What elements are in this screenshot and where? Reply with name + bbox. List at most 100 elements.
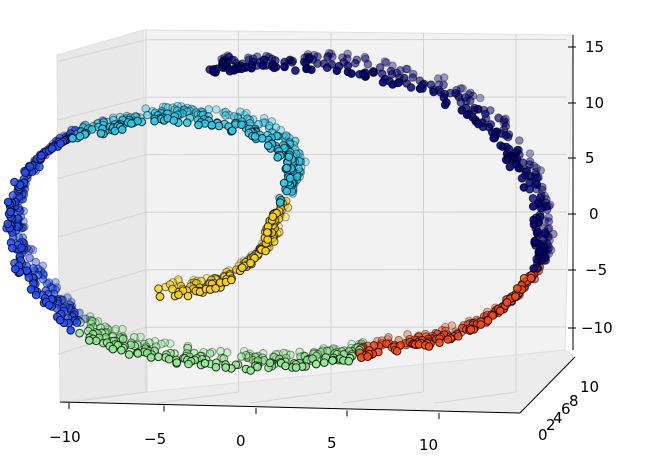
data-point: [124, 350, 134, 359]
data-point: [301, 157, 310, 167]
data-point: [216, 346, 225, 356]
y-tick-label: 8: [569, 392, 579, 410]
data-point: [21, 168, 30, 177]
data-point: [136, 332, 145, 342]
data-point: [517, 174, 527, 183]
data-point: [194, 120, 203, 130]
data-point: [275, 198, 285, 207]
data-point: [368, 68, 378, 77]
data-point: [37, 151, 46, 160]
data-point: [360, 52, 370, 62]
data-point: [182, 118, 192, 127]
y-tick-label: 10: [580, 378, 599, 396]
data-point: [279, 178, 289, 188]
data-point: [263, 228, 272, 237]
data-point: [85, 336, 94, 345]
x-gridline: [342, 391, 424, 404]
data-point: [319, 344, 329, 353]
z-tick-label: −10: [581, 319, 613, 337]
data-point: [44, 300, 54, 310]
gridlines: [57, 30, 568, 404]
x-gridline: [249, 391, 332, 404]
data-point: [127, 119, 136, 128]
data-point: [253, 362, 262, 372]
data-point: [505, 162, 515, 172]
data-point: [184, 359, 193, 369]
data-point: [258, 61, 268, 70]
data-point: [146, 353, 156, 362]
z-gridline-side: [57, 154, 148, 179]
data-point: [426, 80, 436, 89]
data-point: [291, 363, 301, 372]
data-point: [388, 80, 397, 89]
data-point: [200, 359, 210, 368]
data-point: [8, 191, 18, 200]
data-point: [250, 132, 260, 141]
y-tick-label: 4: [553, 409, 563, 427]
data-point: [458, 84, 468, 93]
data-point: [378, 78, 388, 87]
data-point: [443, 335, 453, 344]
data-point: [172, 358, 182, 367]
data-point: [269, 63, 279, 73]
x-tick-label: −5: [144, 430, 166, 448]
data-point: [17, 243, 26, 253]
data-point: [209, 67, 218, 76]
data-point: [429, 87, 438, 97]
data-point: [3, 197, 13, 207]
data-point: [212, 105, 221, 114]
data-point: [521, 167, 531, 177]
data-point: [481, 109, 490, 119]
data-point: [525, 178, 534, 187]
data-point: [332, 66, 342, 75]
data-point: [3, 219, 12, 229]
data-point: [529, 264, 539, 273]
data-point: [456, 84, 466, 93]
data-point: [10, 177, 19, 187]
data-point: [265, 358, 275, 368]
data-point: [380, 57, 390, 66]
data-point: [221, 111, 230, 120]
data-point: [24, 273, 34, 282]
data-point: [408, 73, 418, 82]
data-point: [154, 352, 163, 362]
data-point: [8, 243, 17, 253]
data-point: [494, 114, 504, 123]
data-point: [237, 263, 247, 273]
data-point: [257, 134, 267, 143]
x-axis-line: [59, 401, 521, 414]
data-point: [55, 315, 65, 325]
data-point: [544, 217, 554, 226]
data-point: [514, 163, 523, 173]
data-point: [228, 126, 237, 135]
data-point: [11, 264, 20, 274]
data-point: [25, 253, 34, 263]
data-point: [526, 273, 536, 283]
data-point: [440, 100, 450, 110]
data-point: [28, 245, 38, 255]
data-point: [174, 290, 183, 300]
data-point: [363, 352, 372, 362]
data-point: [22, 266, 32, 275]
data-point: [133, 349, 143, 358]
data-point: [183, 291, 193, 301]
data-point: [263, 235, 273, 244]
data-point: [96, 129, 106, 138]
data-point: [35, 162, 44, 172]
back-pane: [142, 29, 574, 393]
data-point: [534, 247, 544, 257]
data-point: [528, 202, 538, 211]
data-point: [323, 53, 332, 62]
z-tick-label: 0: [589, 205, 599, 223]
data-point: [513, 284, 522, 293]
data-point: [268, 212, 278, 221]
data-point: [284, 152, 294, 162]
data-point: [259, 113, 269, 123]
data-point: [211, 362, 221, 372]
data-point: [511, 292, 520, 301]
data-point: [415, 84, 425, 93]
data-point: [528, 194, 538, 203]
data-point: [247, 63, 256, 73]
data-point: [31, 290, 41, 300]
